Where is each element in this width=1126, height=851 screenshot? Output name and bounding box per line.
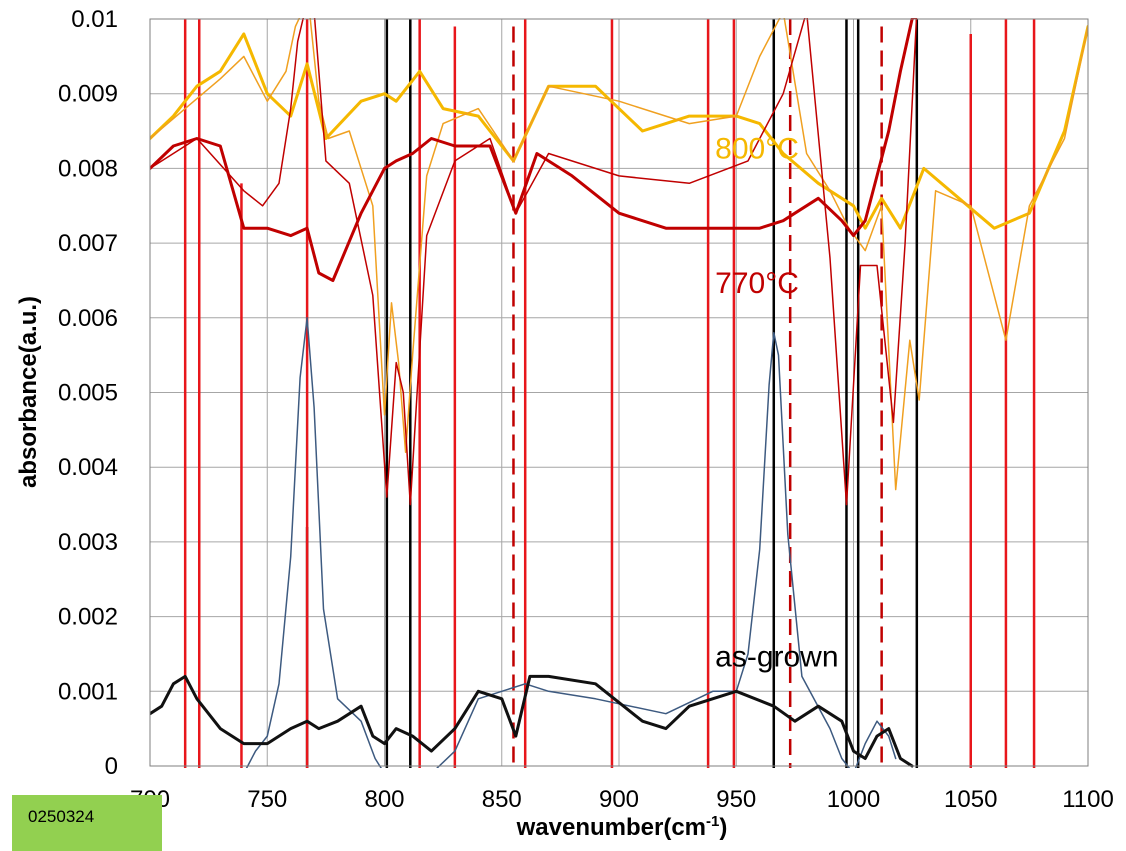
- plot-frame: [149, 18, 1089, 767]
- y-tick-label: 0.01: [71, 6, 118, 33]
- y-tick-label: 0.006: [58, 305, 118, 332]
- series-annotation: 800°C: [715, 133, 799, 166]
- series-line: [245, 317, 897, 768]
- series-annotation: as-grown: [715, 641, 838, 674]
- series-line: [150, 674, 914, 768]
- y-tick-label: 0.001: [58, 678, 118, 705]
- x-tick-label: 1100: [1062, 786, 1114, 813]
- annotations: 800°C 770°C as-grown: [715, 133, 838, 674]
- y-tick-label: 0.008: [58, 155, 118, 182]
- x-tick-label: 950: [716, 786, 756, 813]
- x-tick-label: 1000: [827, 786, 880, 813]
- y-tick-label: 0.002: [58, 604, 118, 631]
- x-tick-label: 900: [599, 786, 639, 813]
- x-tick-label: 800: [364, 786, 404, 813]
- series-line: [150, 18, 918, 506]
- grid: [149, 18, 1089, 767]
- reference-lines: [183, 19, 1036, 768]
- x-tick-label: 750: [247, 786, 287, 813]
- y-tick-label: 0: [105, 753, 118, 780]
- y-tick-label: 0.009: [58, 81, 118, 108]
- y-axis-title: absorbance(a.u.): [15, 296, 42, 488]
- series-annotation: 770°C: [715, 267, 799, 300]
- sample-id-label: 0250324: [28, 807, 95, 826]
- series-line: [150, 18, 917, 282]
- y-tick-label: 0.004: [58, 454, 118, 481]
- series-line: [150, 25, 1088, 230]
- x-tick-labels: 700750800850900950100010501100: [130, 786, 1114, 813]
- y-tick-label: 0.003: [58, 529, 118, 556]
- series-group: [150, 18, 1088, 768]
- x-tick-label: 1050: [944, 786, 997, 813]
- y-tick-label: 0.005: [58, 380, 118, 407]
- x-tick-label: 850: [482, 786, 522, 813]
- y-tick-labels: 0 0.001 0.002 0.003 0.004 0.005 0.006 0.007 0.00…: [58, 6, 118, 780]
- y-tick-label: 0.007: [58, 230, 118, 257]
- sample-id-box: 0250324: [12, 795, 162, 851]
- x-axis-title: wavenumber(cm-1): [516, 813, 728, 841]
- series-line: [150, 18, 1088, 491]
